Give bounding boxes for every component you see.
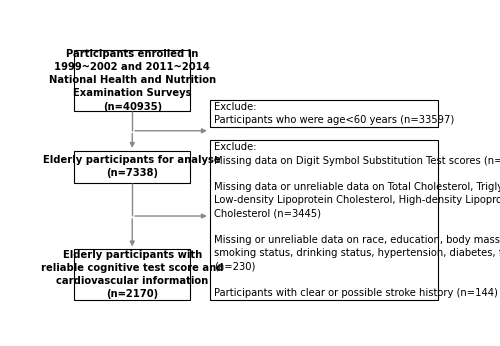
- Text: Participants enrolled in
1999~2002 and 2011~2014
National Health and Nutrition
E: Participants enrolled in 1999~2002 and 2…: [48, 49, 216, 111]
- Text: Exclude:
Participants who were age<60 years (n=33597): Exclude: Participants who were age<60 ye…: [214, 102, 454, 125]
- Text: Exclude:
Missing data on Digit Symbol Substitution Test scores (n=1349)

Missing: Exclude: Missing data on Digit Symbol Su…: [214, 143, 500, 298]
- FancyBboxPatch shape: [74, 49, 190, 111]
- FancyBboxPatch shape: [74, 151, 190, 183]
- Text: Elderly participants with
reliable cognitive test score and
cardiovascular infor: Elderly participants with reliable cogni…: [41, 250, 224, 299]
- FancyBboxPatch shape: [74, 249, 190, 300]
- FancyBboxPatch shape: [210, 140, 438, 300]
- FancyBboxPatch shape: [210, 100, 438, 127]
- Text: Elderly participants for analyse
(n=7338): Elderly participants for analyse (n=7338…: [44, 155, 221, 178]
